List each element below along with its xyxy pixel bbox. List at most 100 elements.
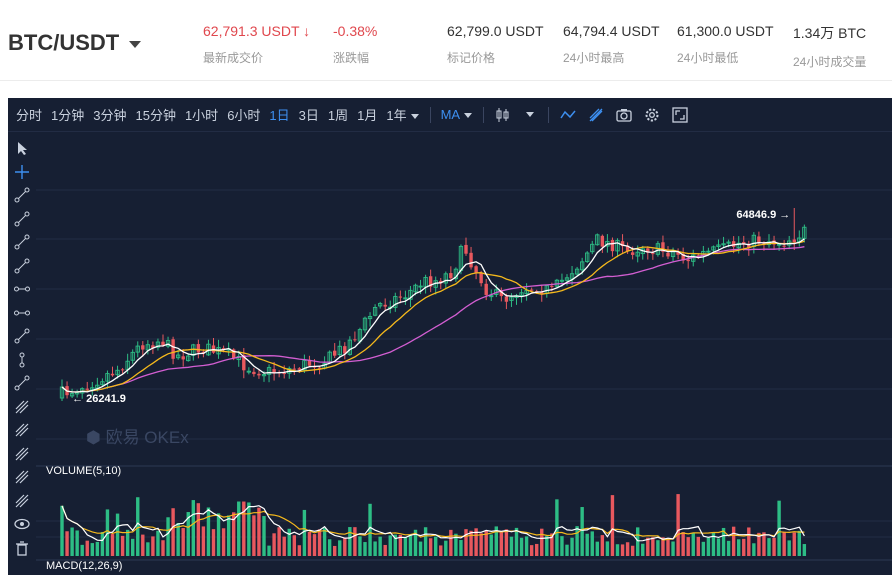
candle	[196, 339, 201, 359]
settings-gear-icon[interactable]	[643, 106, 661, 124]
toolbar-divider	[548, 106, 550, 123]
volume-bar	[181, 528, 185, 556]
volume-bar	[333, 545, 337, 556]
min-price-label: ← 26241.9	[72, 393, 126, 405]
volume-bar	[262, 516, 266, 556]
candle	[469, 246, 473, 270]
candle-type-icon[interactable]	[494, 106, 512, 124]
volume-bar	[504, 529, 509, 556]
volume-bar	[125, 529, 130, 556]
fullscreen-icon[interactable]	[671, 106, 689, 124]
volume-bar	[681, 532, 685, 556]
interval-0[interactable]: 分时	[16, 108, 43, 123]
line-tool-icon[interactable]	[559, 106, 577, 124]
horizontal-ray-icon[interactable]	[14, 305, 30, 321]
candle	[787, 235, 792, 250]
volume-bar	[797, 530, 801, 556]
interval-2[interactable]: 3分钟	[93, 108, 127, 123]
chart-panel: 分时 1分钟 3分钟 15分钟 1小时 6小时 1日 3日 1周 1月 1年 MA ⬢ 欧易 OKEx…	[8, 98, 892, 575]
high-label: 24小时最高	[563, 51, 625, 65]
candle	[398, 290, 403, 304]
volume-bar	[721, 527, 726, 556]
volume-bar	[413, 529, 418, 556]
volume-bar	[494, 526, 498, 556]
pattern-icon[interactable]	[14, 493, 30, 509]
interval-4[interactable]: 1小时	[184, 108, 219, 123]
interval-9[interactable]: 1月	[357, 108, 378, 123]
volume-bar	[615, 544, 620, 556]
volume-bar	[161, 540, 165, 556]
volume-bar	[171, 508, 175, 556]
candle	[130, 349, 135, 364]
trash-icon[interactable]	[14, 540, 30, 556]
interval-7[interactable]: 3日	[298, 108, 319, 123]
price-range-icon[interactable]	[14, 328, 30, 344]
pair-selector[interactable]: BTC/USDT	[8, 30, 142, 56]
volume-bar	[302, 509, 307, 556]
volume-bar	[459, 540, 463, 556]
horizontal-line-icon[interactable]	[14, 281, 30, 297]
price-down-arrow-icon: ↓	[303, 23, 311, 39]
volume-bar	[646, 537, 650, 556]
candle	[252, 368, 256, 377]
interval-5[interactable]: 6小时	[227, 108, 261, 123]
volume-bar	[565, 544, 569, 556]
crosshair-icon[interactable]	[14, 164, 30, 180]
candle	[69, 388, 75, 398]
low-stat: 61,300.0 USDT 24小时最低	[677, 23, 774, 66]
MA-slow	[61, 246, 805, 393]
candle	[333, 343, 337, 359]
indicator-selector[interactable]: MA	[441, 107, 473, 122]
ray-line-icon[interactable]	[14, 211, 30, 227]
volume-bar	[277, 527, 281, 556]
candle	[367, 312, 373, 327]
mark-price: 62,799.0 USDT	[447, 23, 544, 39]
volume-bar	[716, 538, 721, 556]
volume-bar	[373, 541, 377, 556]
visibility-eye-icon[interactable]	[14, 516, 30, 532]
vertical-line-icon[interactable]	[14, 352, 30, 368]
volume-bar	[454, 533, 458, 556]
extended-line-icon[interactable]	[14, 234, 30, 250]
volume-bar	[282, 536, 286, 556]
candle	[721, 236, 726, 248]
volume-bar	[151, 536, 155, 556]
volume-bar	[439, 545, 443, 556]
candle	[423, 274, 428, 294]
candle	[474, 265, 478, 280]
pitchfork-icon[interactable]	[14, 422, 30, 438]
candlestick-chart[interactable]: ⬢ 欧易 OKEx 64846.9 → ← 26241.9 VOLUME(5,10) M…	[36, 132, 892, 575]
camera-icon[interactable]	[615, 106, 633, 124]
candle	[646, 246, 650, 260]
interval-6[interactable]: 1日	[269, 108, 290, 123]
volume-indicator-label: VOLUME(5,10)	[46, 465, 121, 477]
interval-3[interactable]: 15分钟	[135, 108, 176, 123]
interval-1[interactable]: 1分钟	[51, 108, 85, 123]
parallel-line-icon[interactable]	[14, 258, 30, 274]
change-stat: -0.38% 涨跌幅	[333, 23, 377, 66]
fib-levels-icon[interactable]	[14, 469, 30, 485]
volume-bar	[110, 534, 115, 556]
channel-icon[interactable]	[14, 399, 30, 415]
volume-bar	[353, 527, 357, 556]
volume-bar	[802, 544, 807, 556]
candle	[302, 354, 307, 373]
volume-ma-10	[61, 505, 805, 541]
cursor-arrow-icon[interactable]	[14, 140, 30, 156]
interval-8[interactable]: 1周	[327, 108, 349, 123]
volume-bar	[550, 533, 554, 556]
volume-ma-5	[61, 505, 805, 542]
volume-bar	[80, 544, 84, 556]
chevron-down-icon[interactable]	[410, 114, 419, 120]
fib-icon[interactable]	[14, 446, 30, 462]
interval-10[interactable]: 1年	[386, 105, 419, 124]
volume-bar	[312, 534, 317, 556]
volume-bar	[731, 526, 736, 556]
trend-line-icon[interactable]	[14, 187, 30, 203]
candle	[287, 366, 292, 379]
volume-bar	[434, 536, 438, 556]
candle	[165, 336, 171, 349]
chevron-down-icon[interactable]	[526, 112, 535, 117]
brush-icon[interactable]	[587, 106, 605, 124]
dot-line-icon[interactable]	[14, 375, 30, 391]
